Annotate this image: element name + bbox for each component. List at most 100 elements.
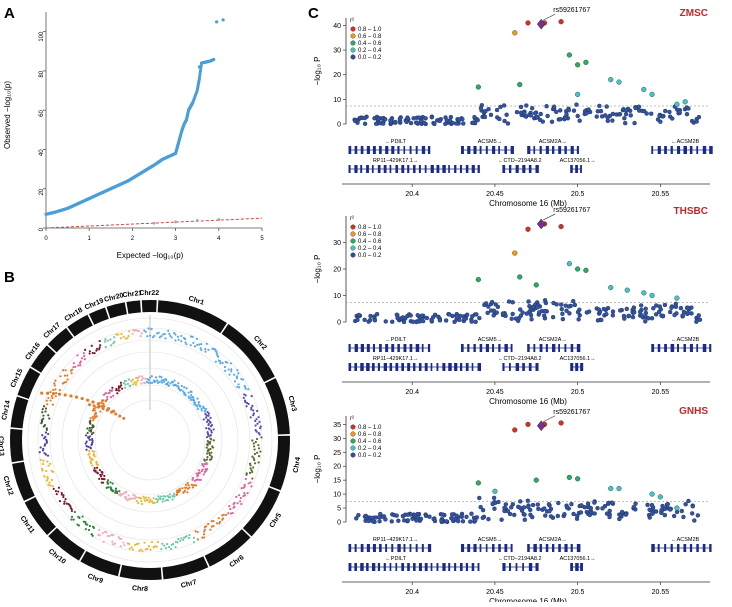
gene-exon (657, 344, 661, 352)
regional-point (542, 506, 547, 511)
regional-y-tick-label: 15 (333, 478, 341, 485)
regional-point (477, 315, 482, 321)
regional-x-tick-label: 20.55 (652, 389, 670, 396)
circos-point (246, 492, 249, 495)
circos-point (252, 412, 255, 415)
gene-exon (664, 146, 667, 154)
circos-point (207, 522, 210, 525)
regional-point (605, 118, 611, 124)
circos-point (66, 374, 69, 377)
qq-x-tick-label: 0 (44, 236, 48, 242)
circos-point (254, 424, 257, 427)
circos-point (104, 346, 107, 349)
gene-exon (702, 344, 707, 352)
circos-label-chr3: Chr3 (287, 395, 298, 412)
circos-point (171, 381, 174, 384)
lead-snp-marker (536, 420, 546, 432)
regional-peak-point (575, 91, 581, 98)
circos-point (102, 540, 105, 543)
circos-point (201, 463, 204, 466)
gene-exon (397, 146, 400, 154)
regional-peak-point (575, 62, 581, 68)
gene-exon (477, 563, 480, 571)
circos-peak-point (114, 412, 118, 416)
circos-point (150, 500, 153, 503)
circos-point (247, 388, 250, 391)
gene-label: ←PDILT (385, 139, 406, 145)
circos-point (204, 350, 207, 353)
circos-point (91, 351, 94, 355)
circos-label-chr14: Chr14 (1, 400, 12, 421)
qq-y-tick-label: 100 (39, 31, 45, 42)
circos-point (46, 403, 49, 406)
regional-point (662, 512, 668, 518)
circos-point (205, 427, 208, 430)
gene-exon (479, 146, 482, 154)
circos-point (82, 351, 86, 355)
circos-point (205, 407, 208, 411)
regional-point (676, 109, 682, 115)
gene-exon (377, 563, 381, 571)
regional-point (522, 512, 527, 517)
circos-point (208, 435, 211, 438)
circos-point (97, 533, 100, 536)
regional-peak-point (616, 79, 622, 85)
gene-label: ACSM2A→ (539, 537, 567, 543)
circos-point (196, 538, 199, 541)
circos-point (124, 383, 127, 386)
legend-swatch (350, 445, 356, 451)
regional-point (491, 313, 496, 318)
circos-point (209, 421, 212, 424)
circos-point (64, 497, 67, 501)
circos-point (87, 445, 90, 448)
regional-point (517, 505, 523, 511)
circos-point (135, 376, 138, 380)
gene-exon (522, 563, 524, 571)
legend-swatch (350, 40, 356, 46)
gene-exon (436, 165, 440, 173)
regional-point (404, 119, 409, 124)
regional-point (571, 108, 577, 113)
regional-point (571, 298, 576, 304)
regional-point (377, 519, 382, 524)
circos-point (191, 486, 195, 489)
gene-exon (504, 544, 508, 552)
regional-point (694, 319, 699, 324)
gene-exon (366, 165, 369, 173)
lead-snp-label: rs59261767 (553, 207, 590, 214)
circos-point (92, 407, 96, 411)
gene-exon (354, 563, 357, 571)
circos-point (126, 382, 129, 386)
legend-title: r² (350, 18, 354, 24)
circos-point (90, 428, 93, 432)
regional-point (483, 109, 488, 114)
regional-point (522, 517, 528, 522)
gene-exon (576, 544, 581, 552)
circos-point (114, 491, 117, 494)
gene-label: AC137056.1→ (560, 556, 596, 562)
regional-x-tick-label: 20.4 (405, 589, 419, 596)
gene-exon (535, 363, 539, 371)
circos-label-chr21: Chr21 (122, 290, 143, 299)
circos-label-chr20: Chr20 (103, 292, 124, 304)
circos-point (237, 494, 241, 497)
circos-point (42, 459, 45, 462)
circos-point (51, 396, 54, 400)
circos-point (88, 524, 91, 528)
circos-point (101, 473, 104, 476)
circos-point (108, 534, 111, 537)
qq-point (198, 74, 202, 78)
gene-exon (477, 165, 480, 173)
circos-point (147, 496, 150, 499)
circos-point (146, 378, 149, 381)
panel-label-b: B (4, 269, 15, 286)
circos-point (161, 381, 164, 384)
circos-peak-point (51, 392, 56, 396)
gene-exon (391, 146, 395, 154)
gene-exon (372, 344, 375, 352)
circos-point (239, 500, 242, 503)
circos-point (190, 396, 193, 399)
regional-point (548, 514, 554, 519)
regional-point (527, 507, 533, 513)
gene-exon (552, 344, 556, 352)
